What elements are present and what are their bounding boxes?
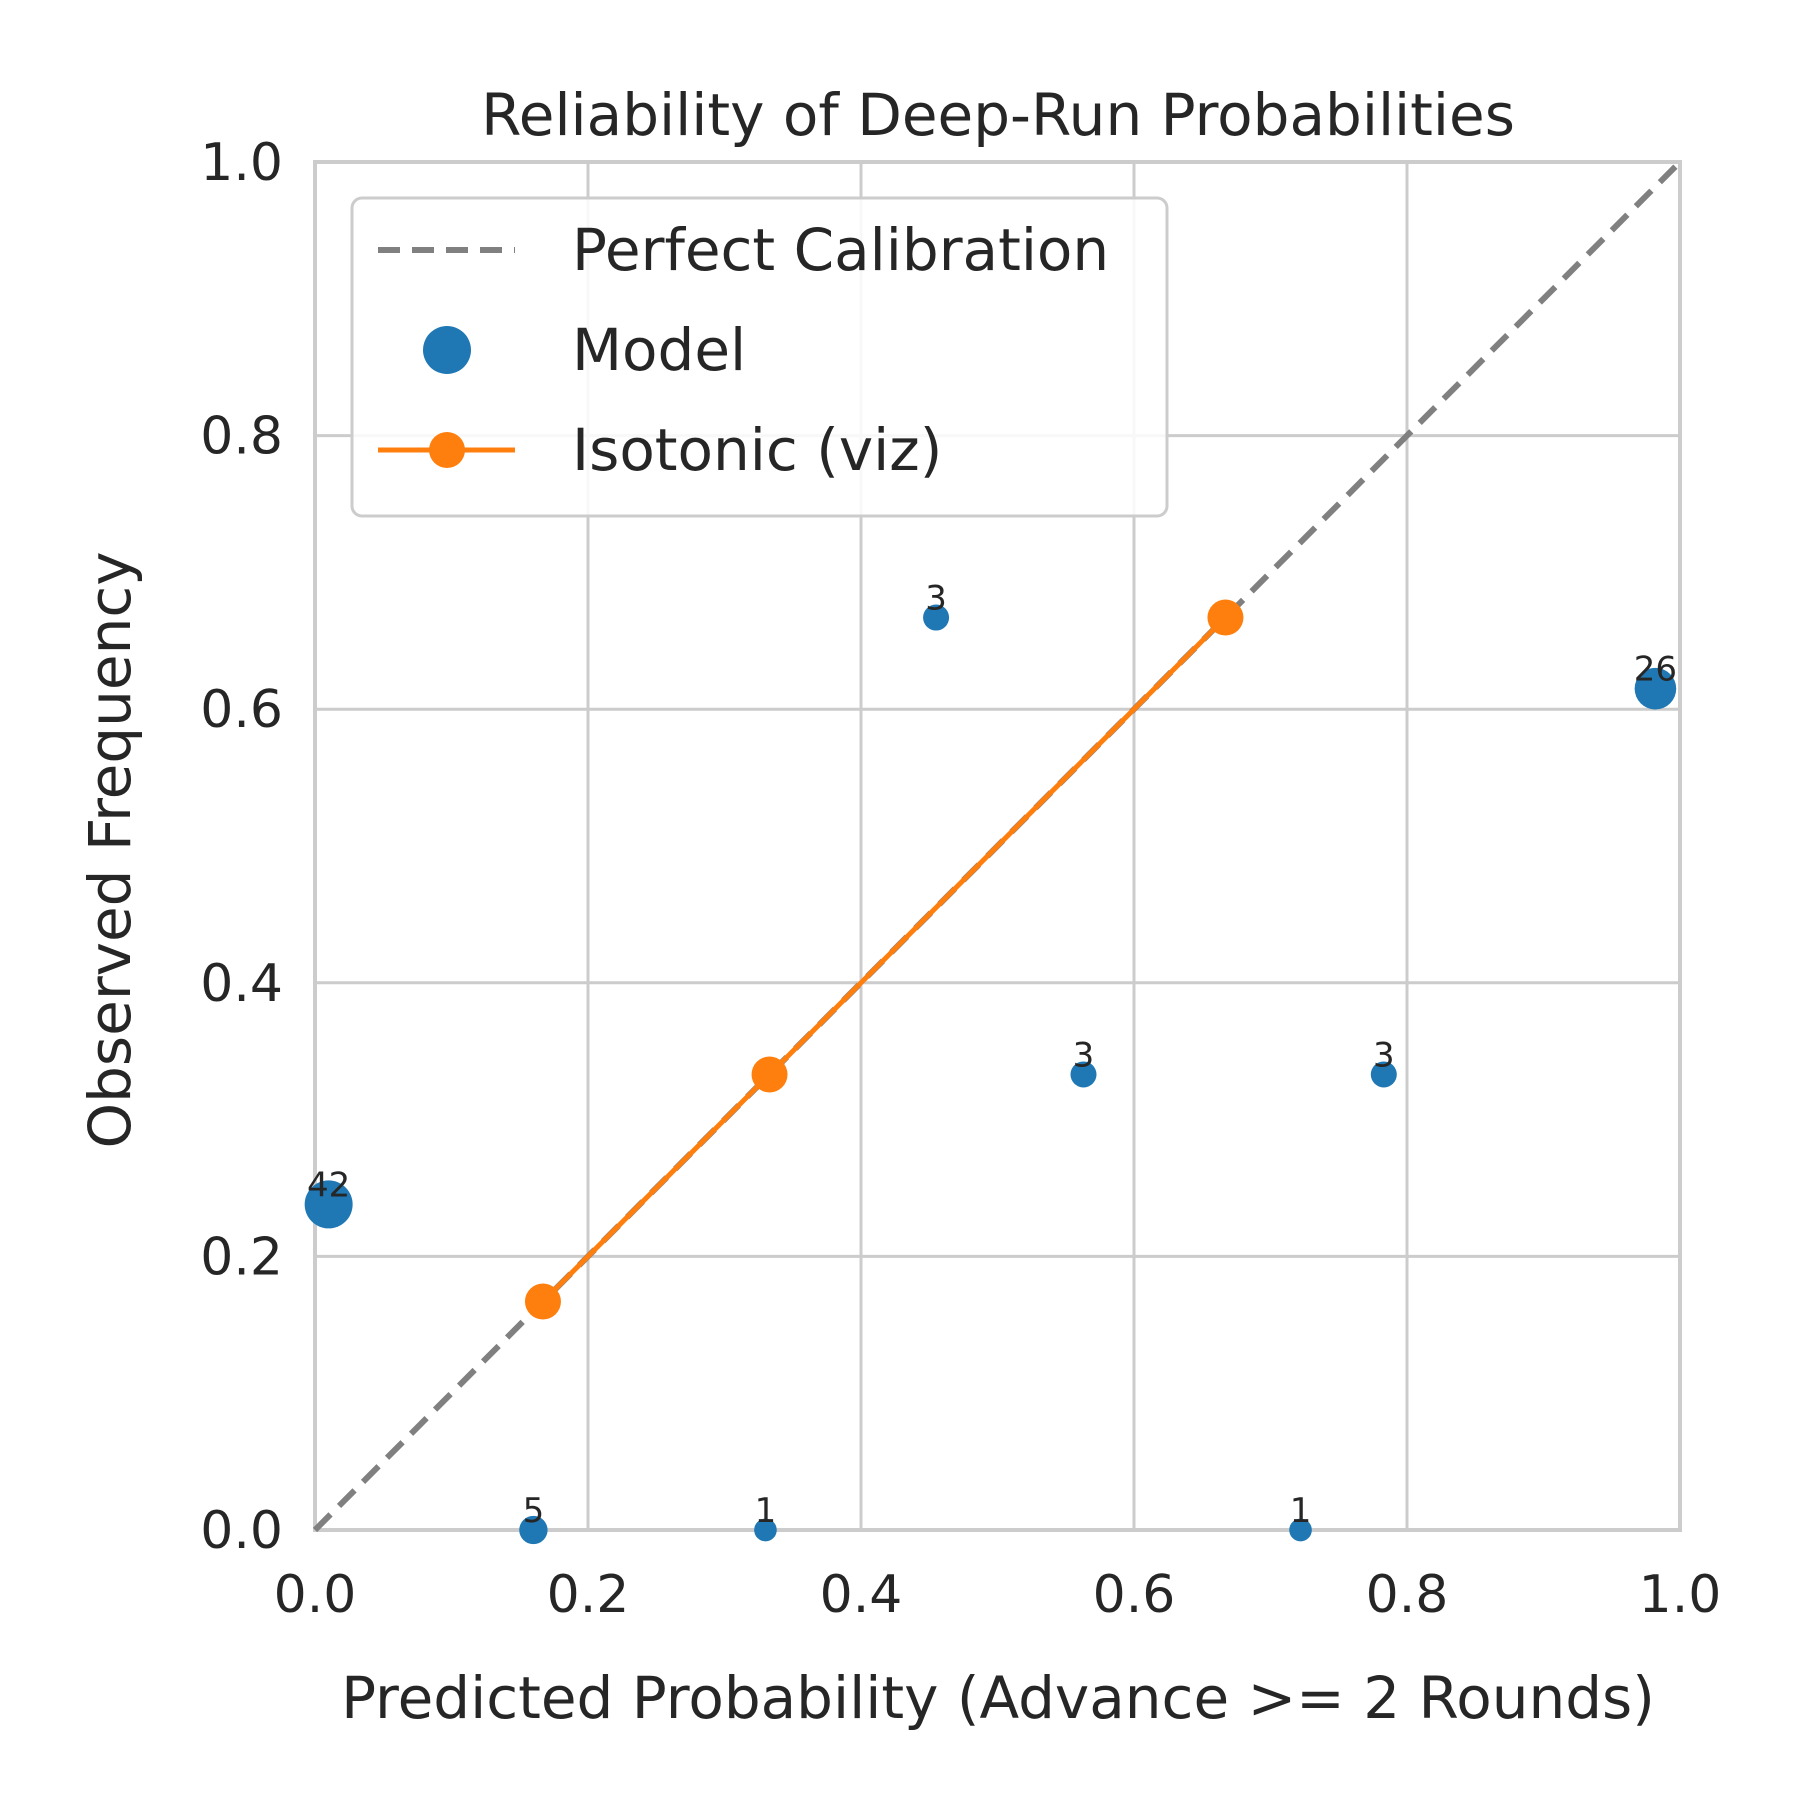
- x-axis-label: Predicted Probability (Advance >= 2 Roun…: [341, 1664, 1655, 1732]
- point-count-label: 3: [1073, 1035, 1095, 1075]
- x-tick-label: 0.4: [820, 1565, 903, 1625]
- plot-frame: [313, 160, 1682, 1532]
- isotonic-marker: [1207, 599, 1244, 636]
- point-count-label: 5: [523, 1491, 545, 1531]
- isotonic-marker: [524, 1283, 561, 1320]
- model-point: [1070, 1061, 1097, 1088]
- model-point: [754, 1518, 777, 1542]
- legend-label: Perfect Calibration: [572, 216, 1109, 284]
- legend-dot-swatch: [423, 326, 471, 374]
- chart-title: Reliability of Deep-Run Probabilities: [481, 81, 1515, 149]
- model-point: [304, 1180, 353, 1229]
- point-count-label: 3: [1373, 1035, 1395, 1075]
- model-point: [1289, 1518, 1312, 1542]
- legend-label: Model: [572, 316, 746, 384]
- point-count-label: 1: [755, 1491, 777, 1531]
- legend-label: Isotonic (viz): [572, 416, 942, 484]
- x-tick-label: 0.8: [1366, 1565, 1449, 1625]
- model-point: [1370, 1061, 1397, 1088]
- x-tick-label: 0.6: [1093, 1565, 1176, 1625]
- model-point: [519, 1515, 548, 1545]
- legend-box: [350, 196, 1169, 518]
- x-tick-label: 0.2: [547, 1565, 630, 1625]
- point-count-label: 26: [1634, 650, 1677, 690]
- x-tick-label: 0.0: [274, 1565, 357, 1625]
- y-tick-label: 0.8: [200, 407, 283, 467]
- y-tick-label: 1.0: [200, 133, 283, 193]
- point-count-label: 42: [307, 1165, 350, 1205]
- y-tick-label: 0.0: [200, 1501, 283, 1561]
- isotonic-marker: [751, 1056, 788, 1093]
- legend-marker-swatch: [429, 432, 465, 468]
- model-point: [1634, 667, 1677, 710]
- model-point: [923, 604, 950, 631]
- x-tick-label: 1.0: [1639, 1565, 1722, 1625]
- y-axis-label: Observed Frequency: [76, 551, 144, 1148]
- y-tick-label: 0.6: [200, 680, 283, 740]
- point-count-label: 1: [1290, 1491, 1312, 1531]
- y-tick-label: 0.4: [200, 954, 283, 1014]
- y-tick-label: 0.2: [200, 1227, 283, 1287]
- point-count-label: 3: [925, 579, 947, 619]
